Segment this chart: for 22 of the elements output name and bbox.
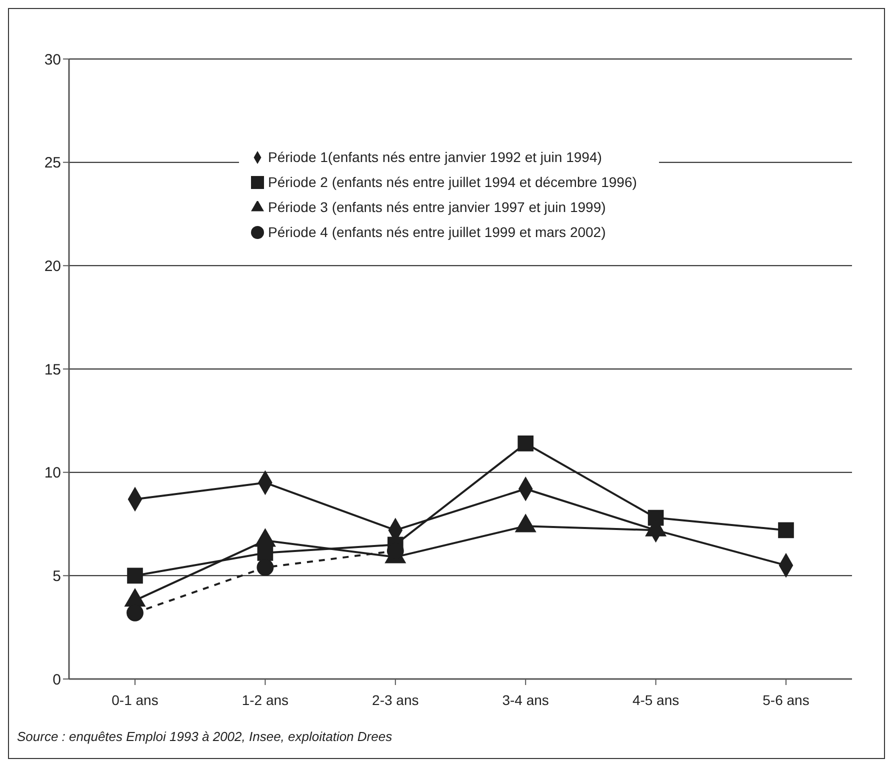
legend-label: Période 1(enfants nés entre janvier 1992 et juin 1994) xyxy=(268,149,602,165)
point xyxy=(518,435,534,452)
y-tick-label: 15 xyxy=(44,361,61,378)
source-note: Source : enquêtes Emploi 1993 à 2002, Insee, exploitation Drees xyxy=(16,729,394,746)
x-tick-label: 4-5 ans xyxy=(632,692,680,708)
x-tick-label: 1-2 ans xyxy=(242,692,289,708)
y-tick-label: 10 xyxy=(44,464,61,482)
point xyxy=(778,522,794,538)
y-tick-label: 0 xyxy=(52,671,61,688)
x-tick-label: 2-3 ans xyxy=(372,692,419,708)
x-tick-label: 5-6 ans xyxy=(762,692,810,708)
point xyxy=(127,568,143,584)
x-tick-label: 0-1 ans xyxy=(112,692,158,708)
y-tick-label: 30 xyxy=(44,51,61,68)
legend-label: Période 4 (enfants nés entre juillet 1999 et mars 2002) xyxy=(268,224,606,240)
legend-label: Période 2 (enfants nés entre juillet 1994 et décembre 1996) xyxy=(268,174,637,190)
legend-label: Période 3 (enfants nés entre janvier 1997 et juin 1999) xyxy=(268,199,606,215)
point xyxy=(256,558,274,576)
y-tick-label: 5 xyxy=(52,568,61,585)
y-tick-label: 25 xyxy=(44,154,61,172)
x-tick-label: 3-4 ans xyxy=(502,692,549,708)
y-tick-label: 20 xyxy=(44,258,61,275)
